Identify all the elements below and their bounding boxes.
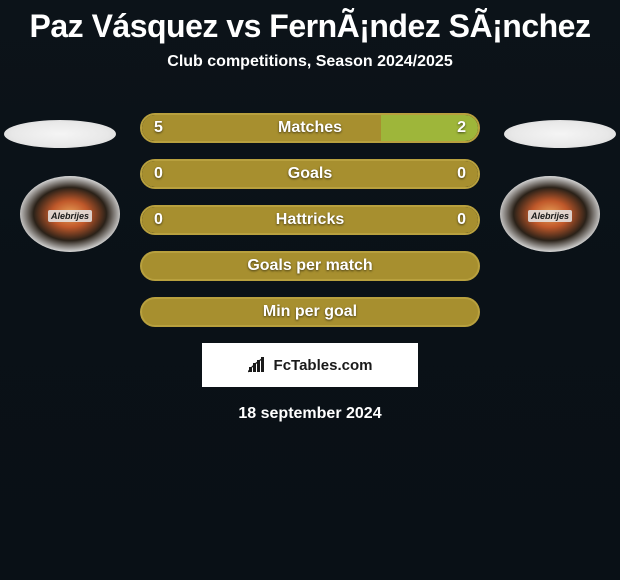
bar-value-left: 0 [154, 211, 163, 229]
bar-fill-left [142, 115, 381, 141]
bar-label: Goals per match [247, 257, 372, 275]
page-subtitle: Club competitions, Season 2024/2025 [0, 53, 620, 71]
date-label: 18 september 2024 [0, 405, 620, 423]
brand-text: FcTables.com [274, 357, 373, 374]
bar-row: Goals 0 0 [140, 159, 480, 189]
flag-left [4, 120, 116, 148]
brand-footer: FcTables.com [202, 343, 418, 387]
bar-row: Hattricks 0 0 [140, 205, 480, 235]
bar-row: Min per goal [140, 297, 480, 327]
badge-label-right: Alebrijes [528, 210, 572, 222]
bar-row: Goals per match [140, 251, 480, 281]
flag-right [504, 120, 616, 148]
bar-label: Goals [288, 165, 332, 183]
badge-shape-left: Alebrijes [20, 176, 120, 252]
bar-label: Min per goal [263, 303, 357, 321]
bar-value-right: 0 [457, 165, 466, 183]
page-title: Paz Vásquez vs FernÃ¡ndez SÃ¡nchez [0, 0, 620, 45]
badge-label-left: Alebrijes [48, 210, 92, 222]
bar-fill-right [310, 161, 478, 187]
bar-row: Matches 5 2 [140, 113, 480, 143]
bar-label: Hattricks [276, 211, 344, 229]
bar-value-left: 0 [154, 165, 163, 183]
bar-fill-left [142, 161, 310, 187]
badge-shape-right: Alebrijes [500, 176, 600, 252]
bar-value-right: 2 [457, 119, 466, 137]
club-badge-left: Alebrijes [20, 176, 120, 252]
club-badge-right: Alebrijes [500, 176, 600, 252]
bar-value-left: 5 [154, 119, 163, 137]
bar-label: Matches [278, 119, 342, 137]
bars-container: Matches 5 2 Goals 0 0 Hattricks 0 0 Goals per mat… [140, 113, 480, 327]
bar-value-right: 0 [457, 211, 466, 229]
comparison-chart: Alebrijes Alebrijes Matches52Goals00Hatt… [0, 113, 620, 327]
bars-icon [248, 357, 268, 373]
